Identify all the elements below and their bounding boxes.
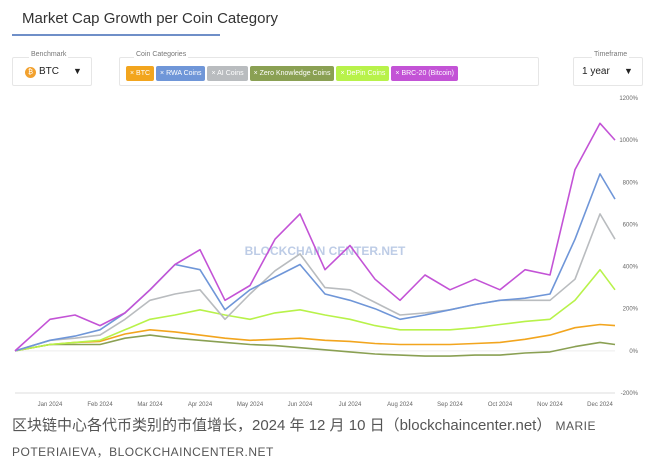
caption: 区块链中心各代币类别的市值增长，2024 年 12 月 10 日（blockch…	[12, 413, 638, 465]
y-tick-label: 200%	[623, 307, 639, 313]
timeframe-label: Timeframe	[592, 51, 630, 58]
benchmark-select[interactable]: Benchmark ₿ BTC ▼	[12, 51, 92, 86]
chevron-down-icon: ▼	[624, 66, 633, 76]
timeframe-value: 1 year	[582, 66, 610, 77]
series-line-ai-coins	[14, 213, 616, 352]
category-chip[interactable]: × DePin Coins	[336, 66, 390, 81]
y-tick-label: 0%	[629, 349, 638, 355]
series-line-btc	[14, 323, 616, 352]
x-tick-label: Jan 2024	[38, 402, 63, 408]
benchmark-label: Benchmark	[29, 51, 69, 58]
y-tick-label: -200%	[621, 391, 639, 397]
x-tick-label: Sep 2024	[437, 402, 463, 408]
x-tick-label: Jul 2024	[339, 402, 362, 408]
title-underline	[12, 34, 220, 36]
caption-text: 区块链中心各代币类别的市值增长，2024 年 12 月 10 日（blockch…	[12, 417, 552, 434]
x-tick-label: Dec 2024	[587, 402, 613, 408]
x-tick-label: Oct 2024	[488, 402, 513, 408]
category-chip[interactable]: × BTC	[126, 66, 155, 81]
y-tick-label: 800%	[623, 180, 639, 186]
series-line-brc-20-bitcoin-	[14, 122, 616, 352]
y-tick-label: 1000%	[619, 138, 638, 144]
category-chip[interactable]: × RWA Coins	[156, 66, 206, 81]
x-tick-label: Aug 2024	[387, 402, 413, 408]
chevron-down-icon: ▼	[73, 66, 82, 76]
caption-credit-2: POTERIAIEVA，BLOCKCHAINCENTER.NET	[12, 445, 274, 459]
x-tick-label: Nov 2024	[537, 402, 563, 408]
line-chart: BLOCKCHAIN CENTER.NET Jan 2024 Feb 2024 Mar…	[14, 96, 639, 408]
y-tick-label: 600%	[623, 222, 639, 228]
caption-credit-1: MARIE	[555, 419, 597, 433]
x-tick-label: Feb 2024	[87, 402, 113, 408]
coin-categories-select[interactable]: Coin Categories × BTC × RWA Coins × AI Coi…	[119, 51, 539, 86]
benchmark-value: BTC	[39, 66, 59, 77]
series-line-zero-knowledge-coins	[14, 334, 616, 357]
category-chip[interactable]: × Zero Knowledge Coins	[249, 66, 335, 81]
coin-categories-label: Coin Categories	[134, 51, 189, 58]
x-tick-label: May 2024	[237, 402, 264, 408]
timeframe-select[interactable]: Timeframe 1 year ▼	[573, 51, 643, 86]
x-tick-label: Jun 2024	[288, 402, 313, 408]
y-tick-label: 400%	[623, 265, 639, 271]
category-chip[interactable]: × AI Coins	[207, 66, 248, 81]
x-tick-label: Mar 2024	[137, 402, 163, 408]
bitcoin-icon: ₿	[25, 67, 36, 78]
category-chip[interactable]: × BRC-20 (Bitcoin)	[391, 66, 458, 81]
watermark-logo: BLOCKCHAIN CENTER.NET	[245, 244, 406, 258]
series-line-depin-coins	[14, 268, 616, 352]
x-tick-label: Apr 2024	[188, 402, 213, 408]
y-tick-label: 1200%	[619, 96, 638, 102]
chart-title: Market Cap Growth per Coin Category	[22, 10, 278, 27]
series-line-rwa-coins	[14, 173, 616, 352]
